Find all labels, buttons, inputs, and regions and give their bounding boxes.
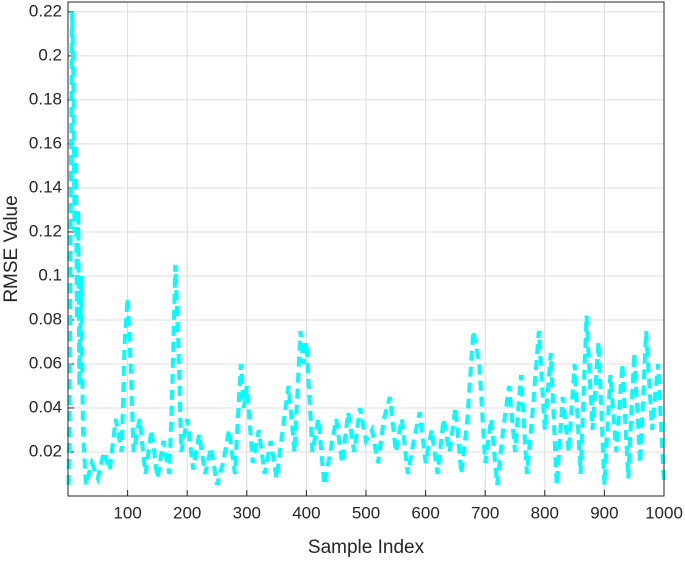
x-tick-label: 900 (590, 503, 618, 522)
x-axis-label: Sample Index (308, 537, 425, 558)
y-tick-label: 0.04 (29, 397, 62, 416)
x-tick-label: 100 (113, 503, 141, 522)
y-tick-label: 0.2 (38, 45, 62, 64)
x-tick-label: 400 (292, 503, 320, 522)
y-tick-label: 0.16 (29, 133, 62, 152)
x-tick-label: 700 (471, 503, 499, 522)
x-tick-label: 800 (531, 503, 559, 522)
y-tick-label: 0.06 (29, 353, 62, 372)
y-tick-label: 0.02 (29, 441, 62, 460)
y-tick-label: 0.08 (29, 309, 62, 328)
y-tick-label: 0.14 (29, 177, 62, 196)
y-tick-label: 0.22 (29, 1, 62, 20)
x-tick-label: 600 (411, 503, 439, 522)
plot-frame (67, 1, 665, 497)
x-tick-label: 200 (173, 503, 201, 522)
y-tick-label: 0.18 (29, 89, 62, 108)
x-tick-label: 500 (352, 503, 380, 522)
x-tick-label: 1000 (645, 503, 683, 522)
x-tick-label: 300 (233, 503, 261, 522)
y-axis-label: RMSE Value (1, 195, 22, 302)
y-tick-label: 0.12 (29, 221, 62, 240)
data-line (66, 11, 666, 486)
y-tick-label: 0.1 (38, 265, 62, 284)
